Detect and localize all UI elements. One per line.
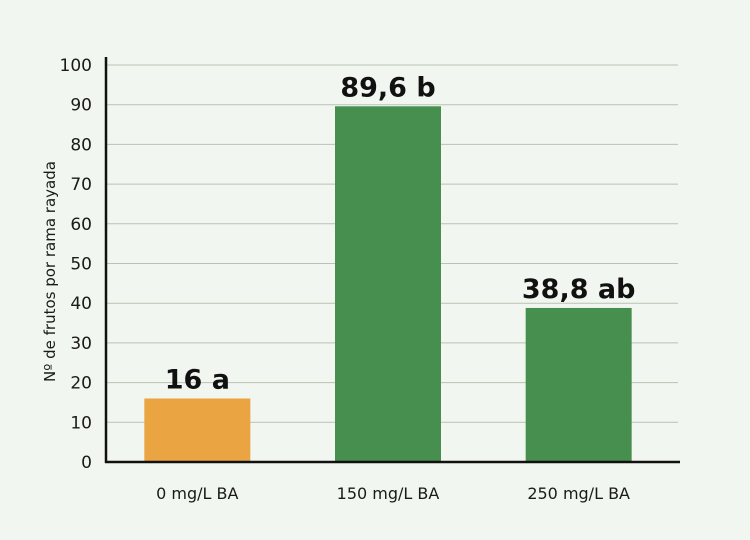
x-category-labels: 0 mg/L BA 150 mg/L BA 250 mg/L BA (156, 484, 630, 503)
y-tick-label: 50 (70, 255, 92, 275)
x-category-label: 0 mg/L BA (156, 484, 238, 503)
bar-value-label: 38,8 ab (522, 274, 636, 305)
y-tick-label: 100 (60, 56, 92, 76)
bar (144, 398, 251, 462)
y-tick-label: 0 (81, 453, 92, 473)
y-tick-label: 90 (70, 96, 92, 116)
y-tick-label: 20 (70, 374, 92, 394)
y-axis-title: Nº de frutos por rama rayada (41, 161, 59, 382)
y-tick-label: 70 (70, 175, 92, 195)
y-tick-label: 40 (70, 294, 92, 314)
bar (335, 106, 441, 463)
data-labels: 16 a 89,6 b 38,8 ab (165, 72, 636, 395)
x-category-label: 150 mg/L BA (337, 484, 440, 503)
bar-value-label: 89,6 b (340, 72, 435, 103)
bars (144, 106, 632, 463)
y-tick-label: 10 (70, 413, 92, 433)
y-tick-label: 30 (70, 334, 92, 354)
y-tick-label: 80 (70, 135, 92, 155)
y-tick-labels: 0 10 20 30 40 50 60 70 80 90 100 (60, 56, 92, 473)
y-tick-label: 60 (70, 215, 92, 235)
bar-value-label: 16 a (165, 364, 230, 395)
x-category-label: 250 mg/L BA (527, 484, 630, 503)
bar (525, 307, 632, 462)
